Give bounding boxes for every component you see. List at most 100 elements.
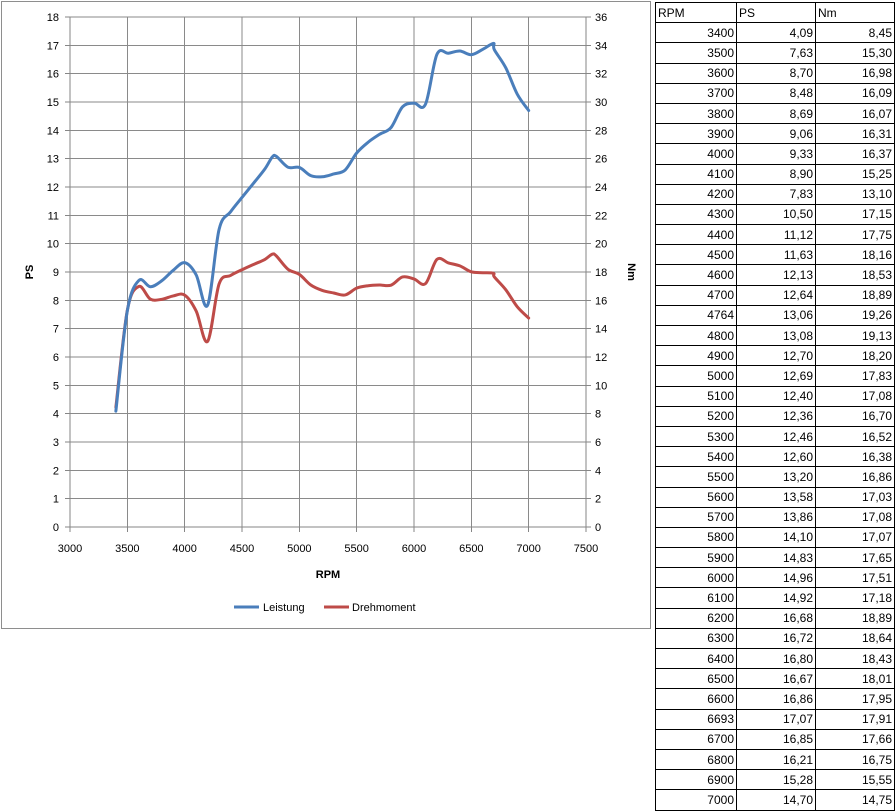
table-row: 5700 13,86 17,08 <box>655 506 895 528</box>
table-header-cell: Nm <box>815 1 895 24</box>
table-cell: 13,58 <box>736 486 816 508</box>
table-cell: 16,37 <box>815 143 895 165</box>
table-cell: 18,20 <box>815 345 895 367</box>
table-cell: 16,85 <box>736 728 816 750</box>
table-cell: 6693 <box>655 708 737 730</box>
table-row: 5500 13,20 16,86 <box>655 466 895 488</box>
table-cell: 16,52 <box>815 425 895 448</box>
table-row: 4600 12,13 18,53 <box>655 264 895 286</box>
y-tick-label-left: 4 <box>53 409 59 421</box>
line-chart: 0123456789101112131415161718024681012141… <box>24 12 637 614</box>
y-tick-label-left: 10 <box>47 239 59 251</box>
table-cell: 16,80 <box>736 647 816 670</box>
y-tick-label-right: 28 <box>595 125 607 137</box>
table-row: 5800 14,10 17,07 <box>655 526 895 549</box>
table-cell: 6700 <box>655 728 737 750</box>
table-cell: 17,15 <box>815 203 895 226</box>
table-cell: 16,86 <box>815 466 895 488</box>
table-cell: 5300 <box>655 425 737 448</box>
table-cell: 18,89 <box>815 284 895 306</box>
table-cell: 6200 <box>655 607 737 629</box>
x-axis-title: RPM <box>316 569 340 581</box>
y-tick-label-right: 22 <box>595 210 607 222</box>
y-tick-label-right: 8 <box>595 409 601 421</box>
table-cell: 18,01 <box>815 668 895 690</box>
table-cell: 15,30 <box>815 42 895 64</box>
table-row: 5900 14,83 17,65 <box>655 547 895 569</box>
table-cell: 17,95 <box>815 688 895 710</box>
y-tick-label-right: 6 <box>595 437 601 449</box>
table-cell: 12,69 <box>736 365 816 387</box>
table-cell: 4800 <box>655 324 737 347</box>
table-cell: 15,28 <box>736 769 816 791</box>
x-tick-label: 4000 <box>172 543 196 555</box>
y-tick-label-left: 3 <box>53 437 59 449</box>
y-tick-label-right: 32 <box>595 69 607 81</box>
table-row: 5300 12,46 16,52 <box>655 425 895 448</box>
table-cell: 16,07 <box>815 102 895 125</box>
y-tick-label-left: 5 <box>53 380 59 392</box>
table-cell: 12,46 <box>736 425 816 448</box>
x-tick-label: 5000 <box>287 543 311 555</box>
table-cell: 14,70 <box>736 789 816 811</box>
table-header-cell: RPM <box>655 1 737 24</box>
table-cell: 12,70 <box>736 345 816 367</box>
table-header-cell: PS <box>736 1 816 24</box>
y-tick-label-right: 34 <box>595 40 607 52</box>
table-cell: 13,86 <box>736 506 816 528</box>
table-cell: 3400 <box>655 22 737 44</box>
x-tick-label: 6500 <box>459 543 483 555</box>
table-row: 6693 17,07 17,91 <box>655 708 895 730</box>
table-cell: 14,92 <box>736 587 816 609</box>
table-cell: 16,67 <box>736 668 816 690</box>
table-row: 4700 12,64 18,89 <box>655 284 895 306</box>
table-cell: 18,53 <box>815 264 895 286</box>
table-cell: 4300 <box>655 203 737 226</box>
table-cell: 5400 <box>655 446 737 468</box>
table-cell: 4764 <box>655 304 737 327</box>
data-table-body: RPM PS Nm 3400 4,09 8,45 3500 7,63 15,30 3600 8,70… <box>655 1 895 811</box>
table-cell: 6000 <box>655 567 737 589</box>
y-tick-label-left: 7 <box>53 324 59 336</box>
table-cell: 18,64 <box>815 627 895 650</box>
y-tick-label-left: 13 <box>47 154 59 166</box>
table-row: 6000 14,96 17,51 <box>655 567 895 589</box>
table-row: 3900 9,06 16,31 <box>655 123 895 145</box>
y-tick-label-left: 11 <box>48 210 59 222</box>
x-tick-label: 3000 <box>58 543 82 555</box>
table-row: 5600 13,58 17,03 <box>655 486 895 508</box>
table-row: 6500 16,67 18,01 <box>655 668 895 690</box>
table-cell: 3600 <box>655 62 737 84</box>
table-cell: 16,68 <box>736 607 816 629</box>
table-header-row: RPM PS Nm <box>655 1 895 24</box>
table-cell: 8,48 <box>736 82 816 104</box>
table-row: 3700 8,48 16,09 <box>655 82 895 104</box>
table-cell: 8,90 <box>736 163 816 185</box>
table-row: 4300 10,50 17,15 <box>655 203 895 226</box>
table-cell: 8,45 <box>815 22 895 44</box>
table-cell: 17,51 <box>815 567 895 589</box>
table-cell: 4,09 <box>736 22 816 44</box>
table-cell: 17,66 <box>815 728 895 750</box>
table-cell: 12,60 <box>736 446 816 468</box>
table-cell: 17,07 <box>815 526 895 549</box>
y-tick-label-right: 12 <box>595 352 607 364</box>
y-tick-label-right: 16 <box>595 295 607 307</box>
table-cell: 6300 <box>655 627 737 650</box>
table-cell: 12,40 <box>736 385 816 407</box>
table-cell: 3700 <box>655 82 737 104</box>
table-cell: 15,55 <box>815 769 895 791</box>
table-row: 4200 7,83 13,10 <box>655 183 895 205</box>
table-cell: 11,12 <box>736 224 816 246</box>
table-cell: 5100 <box>655 385 737 407</box>
y-tick-label-left: 1 <box>53 494 59 506</box>
y-tick-label-left: 14 <box>47 125 59 137</box>
table-cell: 12,64 <box>736 284 816 306</box>
series-line-drehmoment <box>114 252 531 409</box>
y-tick-label-left: 16 <box>47 69 59 81</box>
table-row: 6400 16,80 18,43 <box>655 647 895 670</box>
table-cell: 16,31 <box>815 123 895 145</box>
table-row: 4764 13,06 19,26 <box>655 304 895 327</box>
table-cell: 16,72 <box>736 627 816 650</box>
table-cell: 5500 <box>655 466 737 488</box>
